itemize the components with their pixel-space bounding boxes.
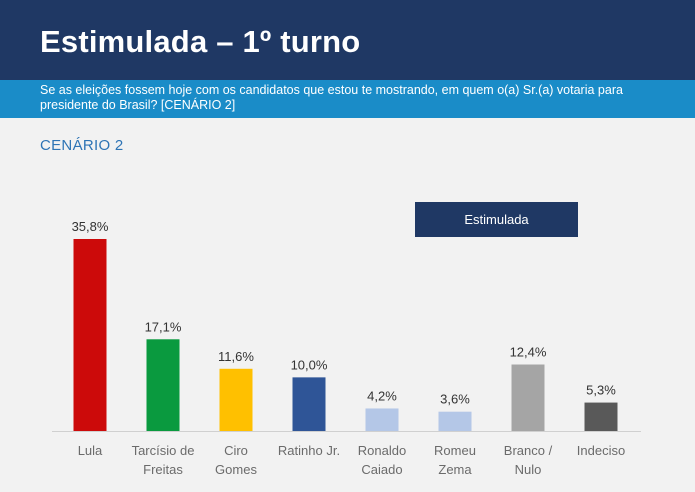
bar [73,239,107,431]
category-label: Nulo [515,462,542,477]
data-label: 3,6% [440,392,470,407]
category-label: Zema [438,462,472,477]
page-title: Estimulada – 1º turno [40,24,361,59]
subtitle-band [0,80,695,118]
bar [365,408,399,431]
category-label: Tarcísio de [132,443,195,458]
category-label: Ratinho Jr. [278,443,340,458]
bar [292,377,326,431]
data-label: 17,1% [145,319,182,334]
bar [146,339,180,431]
data-label: 11,6% [218,349,254,364]
bar [584,402,618,431]
bar [511,364,545,431]
bar [438,411,472,431]
category-label: Romeu [434,443,476,458]
scenario-label: CENÁRIO 2 [40,137,124,154]
category-label: Freitas [143,462,183,477]
question-text: Se as eleições fossem hoje com os candid… [40,83,623,112]
category-label: Branco / [504,443,553,458]
category-label: Caiado [361,462,402,477]
data-label: 10,0% [291,357,328,372]
category-label: Ronaldo [358,443,406,458]
category-label: Indeciso [577,443,625,458]
category-label: Lula [78,443,103,458]
data-label: 12,4% [510,344,547,359]
data-label: 5,3% [586,383,616,398]
bar [219,368,253,431]
data-label: 4,2% [367,388,397,403]
legend-estimulada: Estimulada [415,202,578,237]
data-label: 35,8% [72,219,109,234]
header-bar [0,0,695,80]
category-label: Ciro [224,443,248,458]
category-label: Gomes [215,462,257,477]
